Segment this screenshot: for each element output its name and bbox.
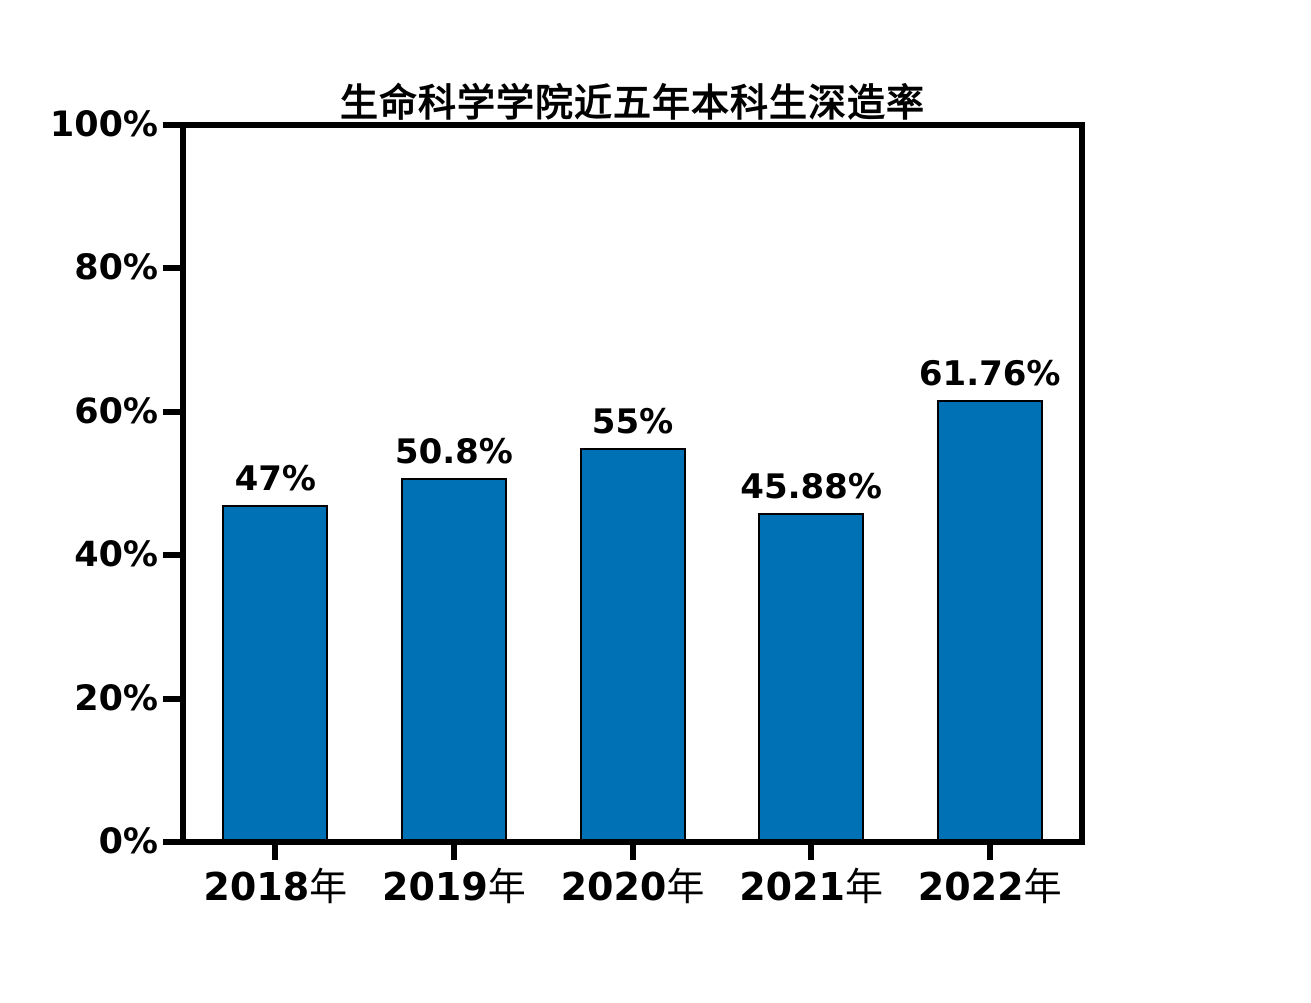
plot-area: 47% 50.8% 55% 45.88% 61.76% [180, 122, 1085, 845]
y-tick-label: 100% [49, 105, 158, 145]
x-label-year-suffix: 年 [487, 865, 526, 909]
y-tick-label: 60% [74, 391, 158, 432]
bar-value-label: 50.8% [394, 431, 513, 472]
x-tick-label: 2019年 [344, 865, 564, 909]
x-label-year-number: 2021 [739, 865, 845, 909]
bar: 50.8% [395, 432, 513, 839]
y-tick-label: 80% [74, 248, 158, 289]
y-tick-label: 0% [98, 822, 158, 862]
bar: 47% [222, 459, 329, 839]
x-label-year-number: 2020 [560, 865, 667, 909]
y-tick-mark [163, 265, 180, 272]
x-label-year-number: 2018 [203, 865, 310, 909]
chart-title: 生命科学学院近五年本科生深造率 [339, 81, 925, 125]
bar-value-label: 55% [591, 401, 674, 442]
bar: 55% [579, 402, 686, 839]
x-label-year-number: 2019 [382, 865, 488, 909]
y-tick-mark [163, 839, 180, 845]
x-tick-label: 2022年 [880, 865, 1100, 909]
bar: 61.76% [919, 354, 1061, 839]
bar-value-label: 61.76% [918, 353, 1061, 394]
x-label-year-suffix: 年 [1023, 865, 1062, 909]
x-tick-label: 2021年 [701, 865, 921, 909]
x-label-year-number: 2022 [917, 865, 1024, 909]
x-tick-mark [986, 845, 993, 860]
bar-value-label: 47% [234, 458, 316, 499]
x-label-year-suffix: 年 [309, 865, 348, 909]
x-tick-mark [808, 845, 815, 860]
x-tick-mark [629, 845, 636, 860]
x-tick-label: 2020年 [523, 865, 743, 909]
y-tick-mark [163, 552, 180, 559]
x-label-year-suffix: 年 [844, 865, 883, 909]
x-label-year-suffix: 年 [666, 865, 705, 909]
y-tick-label: 40% [74, 535, 158, 576]
y-tick-mark [163, 408, 180, 415]
x-tick-label: 2018年 [165, 865, 385, 909]
x-tick-mark [450, 845, 457, 860]
bar: 45.88% [740, 467, 882, 839]
y-tick-mark [163, 122, 180, 128]
y-tick-label: 20% [74, 678, 158, 719]
x-tick-mark [272, 845, 279, 860]
bar-value-label: 45.88% [740, 466, 882, 507]
y-tick-mark [163, 695, 180, 702]
bars-container: 47% 50.8% 55% 45.88% 61.76% [186, 128, 1079, 839]
